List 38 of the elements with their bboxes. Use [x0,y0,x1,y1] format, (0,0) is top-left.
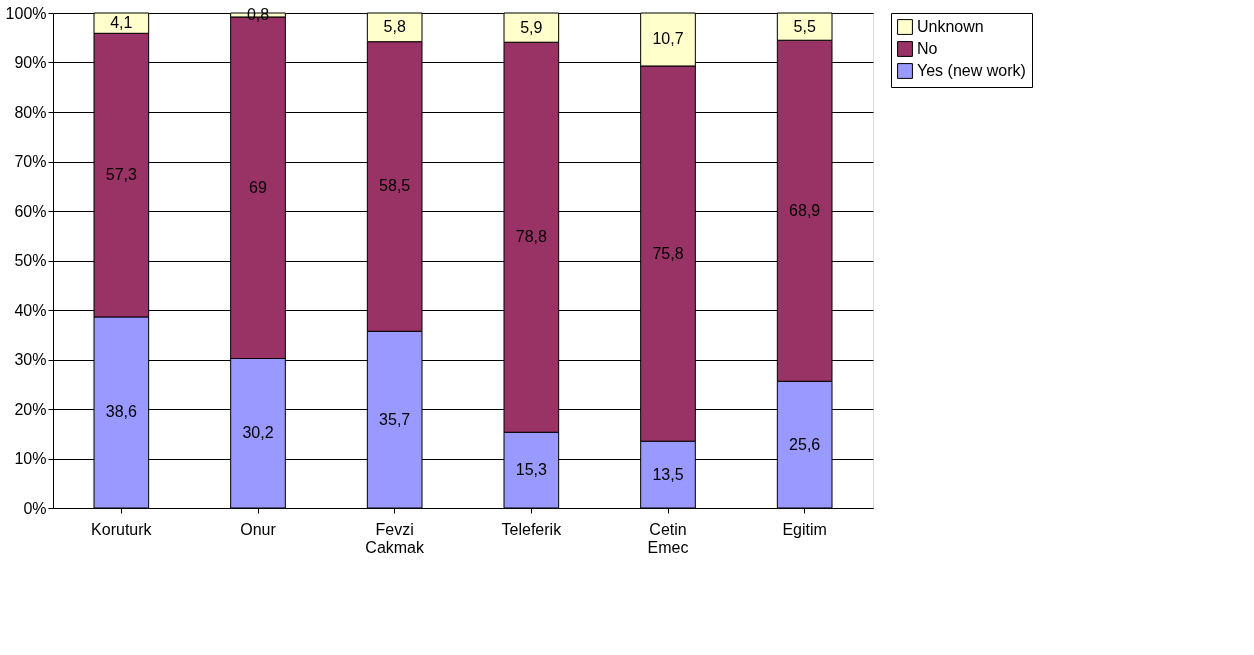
x-tick-label: Cetin Emec [647,520,689,556]
y-tick-label: 40% [14,301,47,319]
data-label: 35,7 [379,410,411,428]
data-label: 78,8 [515,228,548,246]
data-label: 68,9 [789,201,821,219]
y-tick-label: 0% [23,499,47,517]
data-label: 38,6 [105,403,138,421]
y-tick-label: 10% [14,450,47,467]
y-tick-label: 60% [14,202,47,220]
y-tick-label: 100% [5,4,47,22]
legend-label: Unknown [917,18,984,35]
x-tick-label: Koruturk [91,520,153,538]
data-label: 5,5 [793,17,816,35]
data-label: 69 [249,178,267,196]
y-tick-label: 80% [14,103,47,121]
data-label: 30,2 [242,424,274,442]
data-label: 25,6 [789,435,821,453]
x-tick-label: Fevzi Cakmak [365,520,425,556]
y-tick-label: 90% [14,54,47,71]
data-label: 57,3 [105,166,138,184]
x-tick-label: Egitim [782,520,827,538]
data-label: 10,7 [652,30,684,48]
data-label: 15,3 [515,461,548,479]
data-label: 5,8 [383,18,406,36]
data-label: 75,8 [652,244,684,262]
y-tick-label: 50% [14,252,47,269]
y-tick-label: 20% [14,400,47,418]
data-label: 13,5 [652,465,684,483]
data-label: 0,8 [246,5,270,23]
x-tick-label: Onur [240,520,277,538]
data-label: 5,9 [520,18,543,36]
y-tick-label: 30% [14,351,47,368]
y-tick-label: 70% [14,153,47,170]
data-label: 58,5 [379,177,411,195]
legend-label: No [917,40,938,57]
legend-label: Yes (new work) [917,62,1026,79]
x-tick-label: Teleferik [501,520,563,538]
data-label: 4,1 [110,14,133,32]
